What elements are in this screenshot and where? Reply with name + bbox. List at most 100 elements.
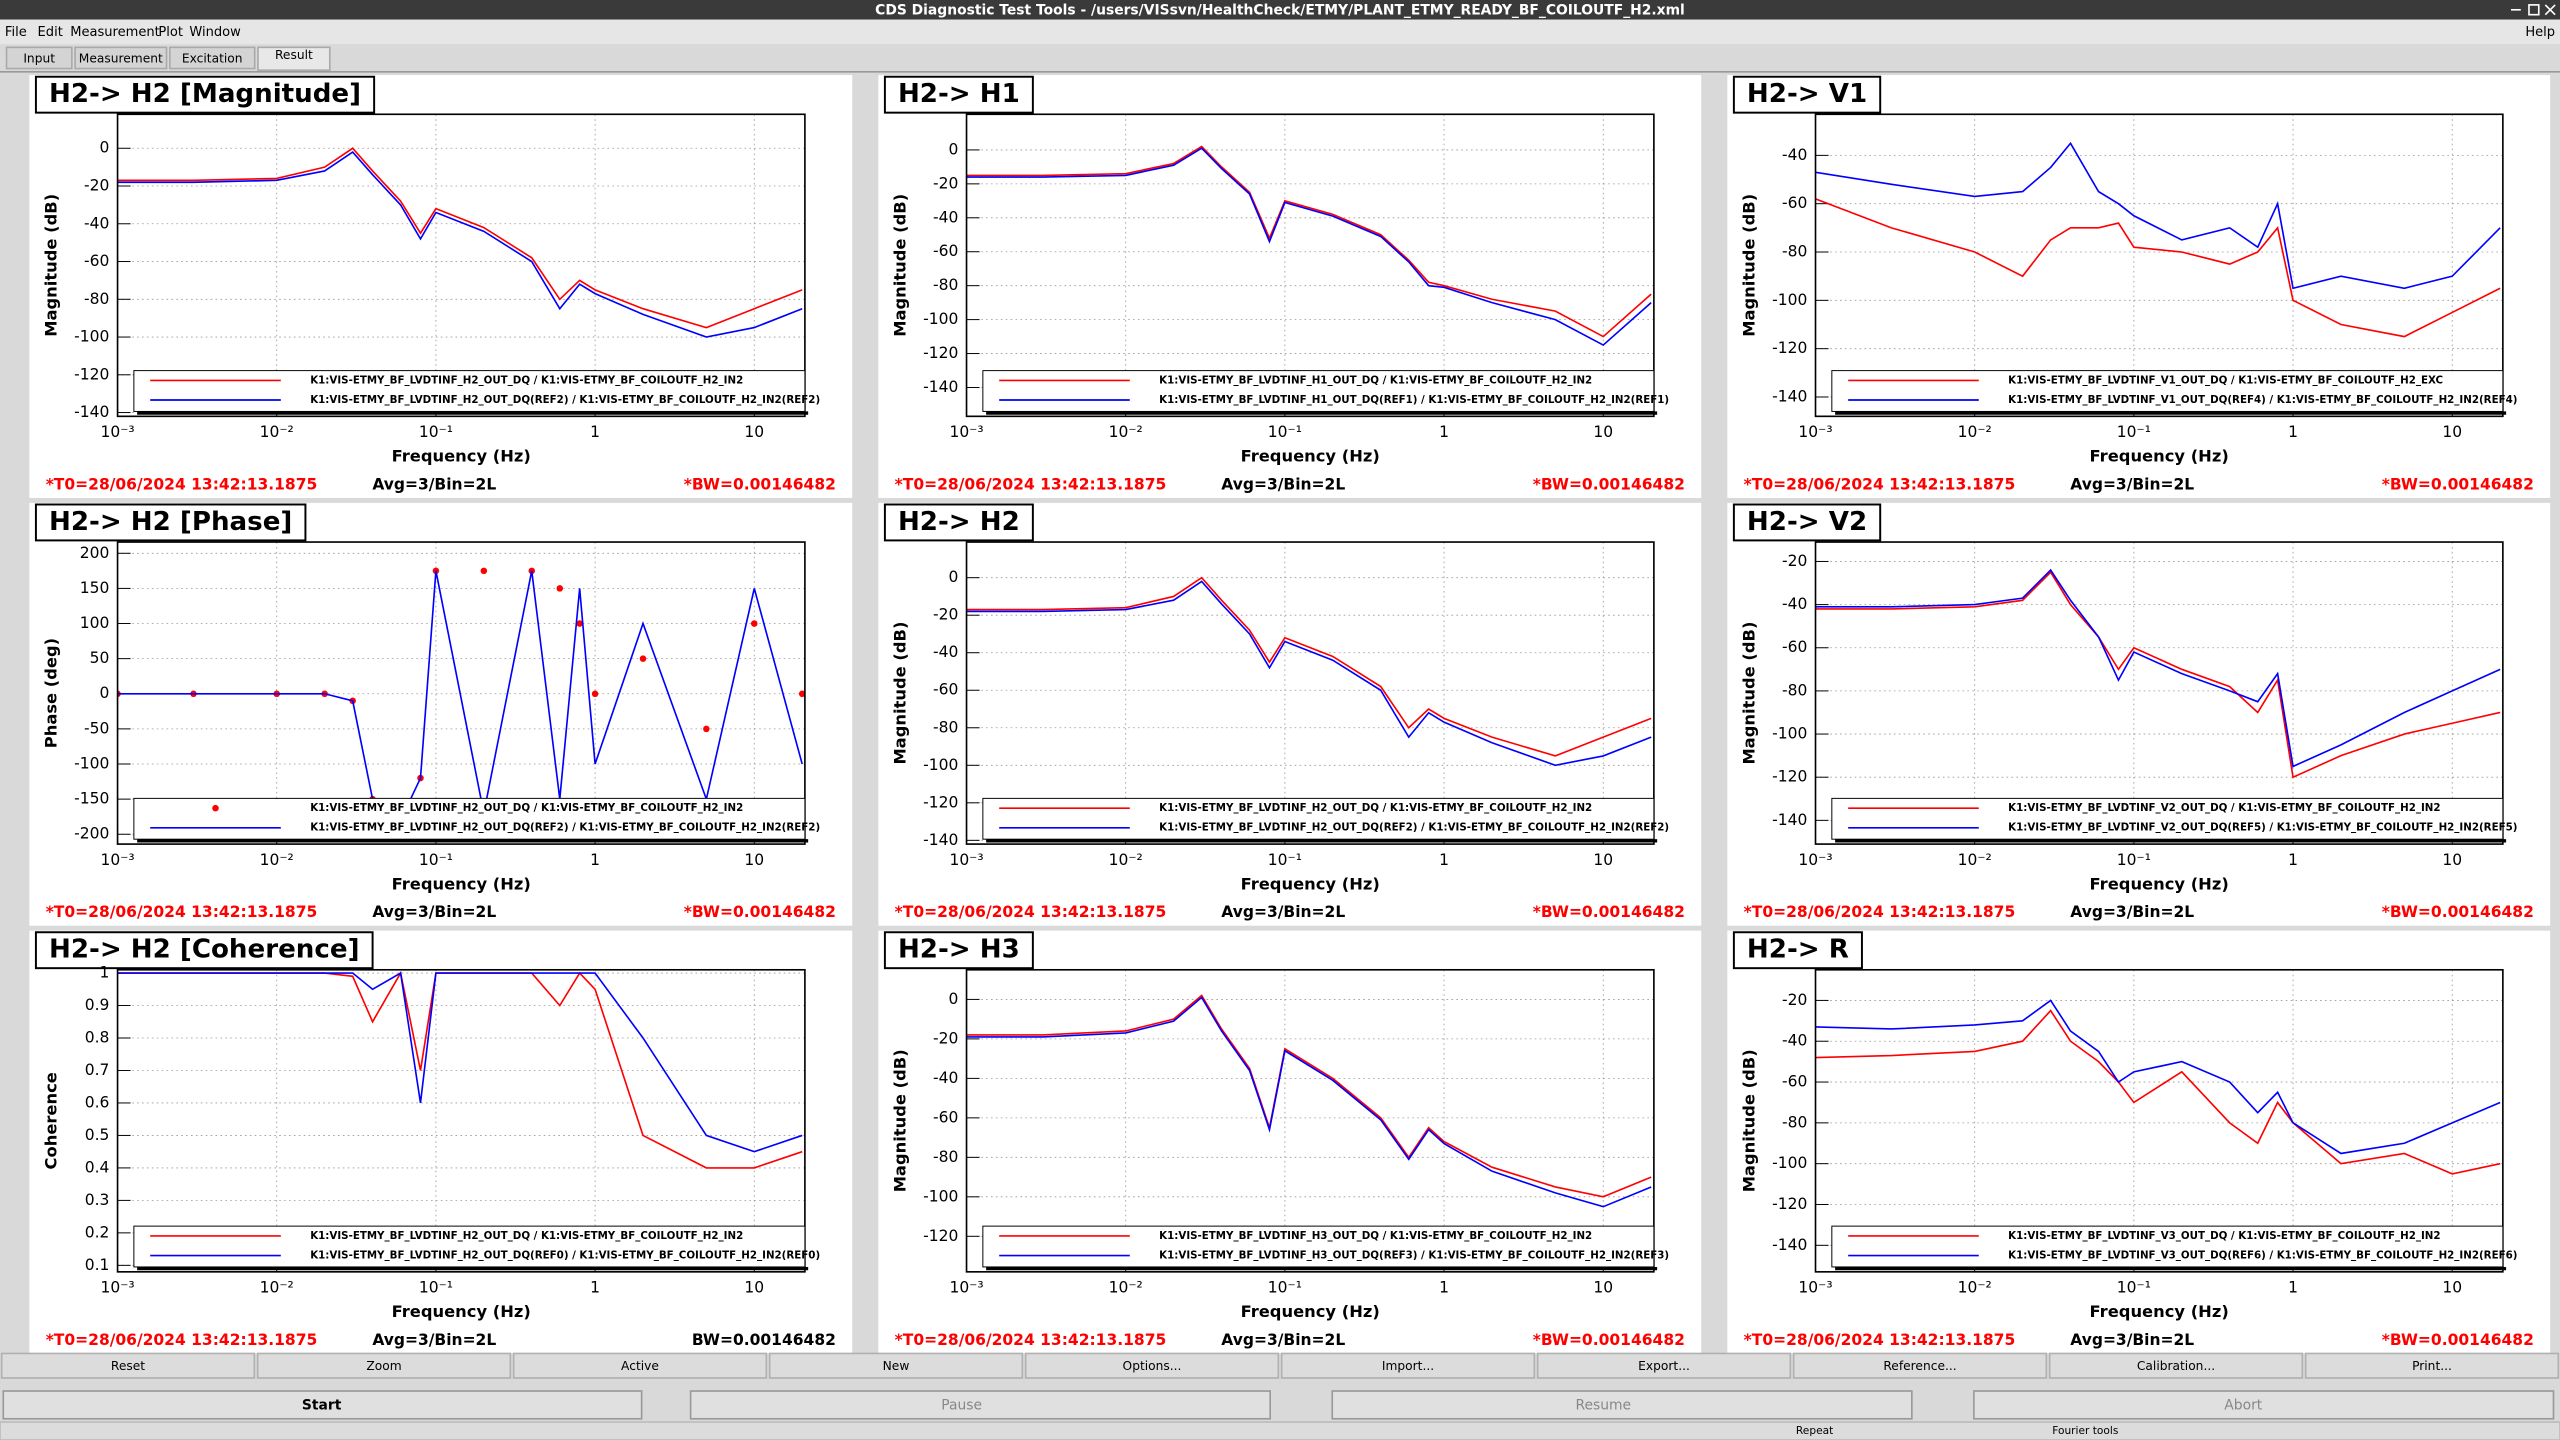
button[interactable] — [768, 1352, 1024, 1379]
y-tick-label: -150 — [74, 790, 109, 808]
control-button[interactable] — [2, 1390, 643, 1420]
control-label[interactable]: Pause — [941, 1398, 982, 1414]
button[interactable] — [1280, 1352, 1536, 1379]
plot-frame — [965, 113, 1655, 418]
y-tick-label: -100 — [74, 755, 109, 773]
legend-label: K1:VIS-ETMY_BF_LVDTINF_H3_OUT_DQ / K1:VI… — [1159, 1230, 1592, 1242]
panel-background — [878, 930, 1702, 1354]
tab[interactable]: Result — [257, 46, 331, 72]
footer-t0: *T0=28/06/2024 13:42:13.1875 — [895, 475, 1167, 493]
panel-background — [29, 502, 853, 926]
panel-background — [878, 502, 1702, 926]
button[interactable] — [1536, 1352, 1792, 1379]
menu-item[interactable]: Edit — [38, 25, 63, 40]
legend-label: K1:VIS-ETMY_BF_LVDTINF_V2_OUT_DQ(REF5) /… — [2008, 822, 2517, 834]
button[interactable] — [0, 1352, 256, 1379]
button-label[interactable]: Calibration... — [2137, 1359, 2215, 1373]
x-axis-label: Frequency (Hz) — [392, 1302, 531, 1321]
plot-panel: H2-> H3 0 -20 -40 -60 -80 -100 -120 10⁻³ 10⁻² 10⁻¹… — [878, 930, 1702, 1354]
button[interactable] — [1024, 1352, 1280, 1379]
panel-title: H2-> H3 — [898, 935, 1020, 965]
legend-label: K1:VIS-ETMY_BF_LVDTINF_H2_OUT_DQ / K1:VI… — [310, 1230, 743, 1242]
control-button[interactable] — [1973, 1390, 2555, 1420]
x-axis-label: Frequency (Hz) — [1241, 1302, 1380, 1321]
tab-label[interactable]: Measurement — [79, 51, 163, 65]
y-tick-label: -200 — [74, 825, 109, 843]
x-axis-label: Frequency (Hz) — [1241, 447, 1380, 466]
y-tick-label: -20 — [1782, 552, 1807, 570]
y-tick-label: -40 — [1782, 1032, 1807, 1050]
tab[interactable]: Input — [5, 46, 73, 70]
menu-item[interactable]: Help — [2525, 25, 2555, 40]
tab-shape[interactable] — [168, 46, 256, 70]
y-tick-label: -120 — [1772, 339, 1807, 357]
tab-shape[interactable] — [74, 46, 168, 70]
title-box — [34, 503, 307, 542]
close[interactable] — [2544, 4, 2556, 16]
button-label[interactable]: Options... — [1123, 1359, 1182, 1373]
tab-label[interactable]: Excitation — [182, 51, 243, 65]
legend-box — [982, 370, 1655, 412]
control-button[interactable] — [689, 1390, 1272, 1420]
series-line — [1815, 198, 2501, 338]
y-tick-label: -80 — [1782, 1113, 1807, 1131]
button[interactable] — [2304, 1352, 2560, 1379]
y-tick-label: 0 — [100, 139, 110, 157]
button-label[interactable]: Zoom — [366, 1359, 401, 1373]
button-label[interactable]: Import... — [1382, 1359, 1434, 1373]
button-label[interactable]: Reference... — [1883, 1359, 1956, 1373]
panel-title: H2-> R — [1747, 935, 1849, 965]
series-group — [966, 994, 1652, 1208]
menu-item[interactable]: Plot — [158, 25, 183, 40]
window-controls[interactable] — [2511, 4, 2556, 16]
y-tick-label: -140 — [1772, 387, 1807, 405]
tab-label[interactable]: Input — [23, 51, 55, 65]
footer-t0: *T0=28/06/2024 13:42:13.1875 — [46, 475, 318, 493]
button-label[interactable]: Active — [621, 1359, 659, 1373]
button[interactable] — [1792, 1352, 2048, 1379]
button-label[interactable]: Reset — [111, 1359, 145, 1373]
y-tick-label: -100 — [1772, 291, 1807, 309]
x-tick-label: 10⁻² — [1109, 423, 1143, 441]
footer-bw: *BW=0.00146482 — [1533, 475, 1685, 493]
menu-item[interactable]: File — [5, 25, 27, 40]
control-label[interactable]: Start — [302, 1398, 342, 1414]
y-tick-label: -100 — [1772, 725, 1807, 743]
menu-item[interactable]: Window — [189, 25, 241, 40]
x-tick-label: 1 — [590, 851, 600, 869]
tab-shape[interactable] — [257, 46, 331, 72]
button-label[interactable]: Export... — [1638, 1359, 1690, 1373]
footer-t0: *T0=28/06/2024 13:42:13.1875 — [46, 1331, 318, 1349]
x-tick-label: 10⁻³ — [1798, 423, 1832, 441]
control-button[interactable] — [1331, 1390, 1913, 1420]
x-tick-label: 1 — [2288, 423, 2298, 441]
y-tick-label: 0.1 — [85, 1256, 110, 1274]
maximize[interactable] — [2528, 4, 2540, 16]
series-line — [966, 996, 1652, 1208]
menu-item[interactable]: Measurement — [70, 25, 160, 40]
tab[interactable]: Measurement — [74, 46, 168, 70]
button-label[interactable]: New — [883, 1359, 910, 1373]
x-tick-label: 10⁻³ — [949, 423, 983, 441]
x-tick-label: 1 — [1439, 423, 1449, 441]
button[interactable] — [512, 1352, 768, 1379]
y-tick-label: 50 — [90, 649, 110, 667]
control-label[interactable]: Abort — [2224, 1398, 2262, 1414]
x-tick-label: 10⁻¹ — [1268, 1279, 1302, 1297]
button[interactable] — [2048, 1352, 2304, 1379]
series-group — [117, 147, 803, 338]
button[interactable] — [256, 1352, 512, 1379]
footer-bw: *BW=0.00146482 — [1533, 903, 1685, 921]
series-line — [1815, 570, 2501, 779]
data-point — [703, 725, 710, 733]
tab[interactable]: Excitation — [168, 46, 256, 70]
y-tick-label: -40 — [933, 643, 958, 661]
x-axis-label: Frequency (Hz) — [392, 874, 531, 893]
tab-label[interactable]: Result — [275, 48, 313, 62]
button-label[interactable]: Print... — [2412, 1359, 2452, 1373]
tab-shape[interactable] — [5, 46, 73, 70]
control-label[interactable]: Resume — [1575, 1398, 1631, 1414]
footer-avg: Avg=3/Bin=2L — [372, 1331, 496, 1349]
y-tick-label: -60 — [1782, 638, 1807, 656]
